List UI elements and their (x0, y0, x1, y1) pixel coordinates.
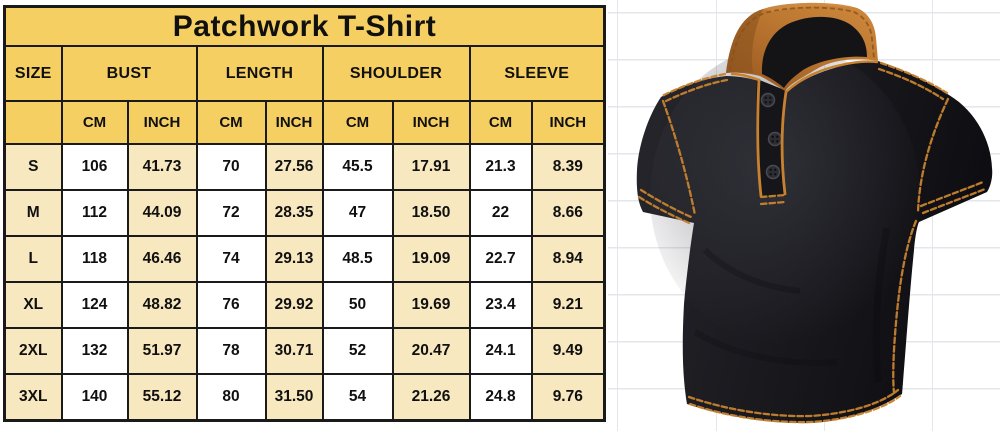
unit-header-cm: CM (195, 100, 267, 145)
placket-piping (730, 60, 879, 198)
unit-header-inch: INCH (126, 100, 198, 145)
collar-highlight (763, 2, 857, 12)
size-row-m: M 112 44.09 72 28.35 47 18.50 22 8.66 (3, 189, 606, 237)
size-row-2xl: 2XL 132 51.97 78 30.71 52 20.47 24.1 9.49 (3, 327, 606, 375)
shirt-button (765, 164, 781, 180)
size-cell: 3XL (3, 373, 63, 422)
size-cell: XL (3, 281, 63, 329)
measurement-cell: 118 (60, 235, 129, 283)
measurement-cell: 17.91 (391, 143, 471, 191)
column-group-header-size: SIZE (3, 45, 63, 102)
size-row-xl: XL 124 48.82 76 29.92 50 19.69 23.4 9.21 (3, 281, 606, 329)
collar-stitching (729, 6, 875, 71)
measurement-cell: 132 (60, 327, 129, 375)
measurement-cell: 70 (195, 143, 267, 191)
measurement-cell: 48.82 (126, 281, 198, 329)
measurement-cell: 140 (60, 373, 129, 422)
unit-header-row: CM INCH CM INCH CM INCH CM INCH (3, 100, 606, 145)
measurement-cell: 20.47 (391, 327, 471, 375)
measurement-cell: 21.26 (391, 373, 471, 422)
unit-header-inch: INCH (391, 100, 471, 145)
column-group-header-shoulder: SHOULDER (321, 45, 471, 102)
measurement-cell: 8.94 (530, 235, 606, 283)
contrast-stitching (637, 61, 987, 424)
measurement-cell: 78 (195, 327, 267, 375)
measurement-cell: 46.46 (126, 235, 198, 283)
measurement-cell: 50 (321, 281, 394, 329)
measurement-cell: 29.13 (264, 235, 324, 283)
measurement-cell: 41.73 (126, 143, 198, 191)
measurement-cell: 72 (195, 189, 267, 237)
unit-header-cm: CM (321, 100, 394, 145)
measurement-cell: 54 (321, 373, 394, 422)
measurement-cell: 52 (321, 327, 394, 375)
column-group-header-row: SIZE BUST LENGTH SHOULDER SLEEVE (3, 45, 606, 102)
size-row-3xl: 3XL 140 55.12 80 31.50 54 21.26 24.8 9.76 (3, 373, 606, 422)
measurement-cell: 76 (195, 281, 267, 329)
chart-title: Patchwork T-Shirt (3, 5, 606, 47)
fabric-fold (702, 247, 801, 294)
measurement-cell: 106 (60, 143, 129, 191)
size-row-l: L 118 46.46 74 29.13 48.5 19.09 22.7 8.94 (3, 235, 606, 283)
chart-title-row: Patchwork T-Shirt (3, 5, 606, 47)
measurement-cell: 19.69 (391, 281, 471, 329)
measurement-cell: 48.5 (321, 235, 394, 283)
column-group-header-bust: BUST (60, 45, 198, 102)
measurement-cell: 45.5 (321, 143, 394, 191)
size-cell: M (3, 189, 63, 237)
measurement-cell: 9.76 (530, 373, 606, 422)
measurement-cell: 124 (60, 281, 129, 329)
measurement-cell: 22.7 (468, 235, 533, 283)
measurement-cell: 24.1 (468, 327, 533, 375)
column-group-header-sleeve: SLEEVE (468, 45, 606, 102)
measurement-cell: 22 (468, 189, 533, 237)
measurement-cell: 30.71 (264, 327, 324, 375)
size-cell: S (3, 143, 63, 191)
measurement-cell: 112 (60, 189, 129, 237)
size-cell: 2XL (3, 327, 63, 375)
measurement-cell: 8.66 (530, 189, 606, 237)
product-photo-black-henley-shirt (636, 2, 993, 424)
size-cell: L (3, 235, 63, 283)
column-group-header-length: LENGTH (195, 45, 324, 102)
measurement-cell: 47 (321, 189, 394, 237)
shirt-button (767, 131, 783, 147)
measurement-cell: 23.4 (468, 281, 533, 329)
measurement-cell: 24.8 (468, 373, 533, 422)
measurement-cell: 74 (195, 235, 267, 283)
size-row-s: S 106 41.73 70 27.56 45.5 17.91 21.3 8.39 (3, 143, 606, 191)
unit-header-inch: INCH (530, 100, 606, 145)
measurement-cell: 18.50 (391, 189, 471, 237)
measurement-cell: 29.92 (264, 281, 324, 329)
collar-inner-neck (761, 16, 867, 88)
unit-header-inch: INCH (264, 100, 324, 145)
shirt-button (760, 92, 776, 108)
fabric-fold (872, 227, 891, 383)
measurement-cell: 8.39 (530, 143, 606, 191)
measurement-cell: 55.12 (126, 373, 198, 422)
measurement-cell: 9.21 (530, 281, 606, 329)
unit-header-cm: CM (468, 100, 533, 145)
measurement-cell: 19.09 (391, 235, 471, 283)
measurement-cell: 21.3 (468, 143, 533, 191)
measurement-cell: 9.49 (530, 327, 606, 375)
collar-shadow (726, 9, 763, 73)
fabric-fold (693, 329, 838, 366)
unit-header-empty (3, 100, 63, 145)
measurement-cell: 28.35 (264, 189, 324, 237)
measurement-cell: 44.09 (126, 189, 198, 237)
measurement-cell: 80 (195, 373, 267, 422)
measurement-cell: 51.97 (126, 327, 198, 375)
unit-header-cm: CM (60, 100, 129, 145)
background-gridline-vertical (617, 0, 619, 431)
measurement-cell: 27.56 (264, 143, 324, 191)
size-chart-table: Patchwork T-Shirt SIZE BUST LENGTH SHOULDER… (3, 5, 607, 422)
measurement-cell: 31.50 (264, 373, 324, 422)
